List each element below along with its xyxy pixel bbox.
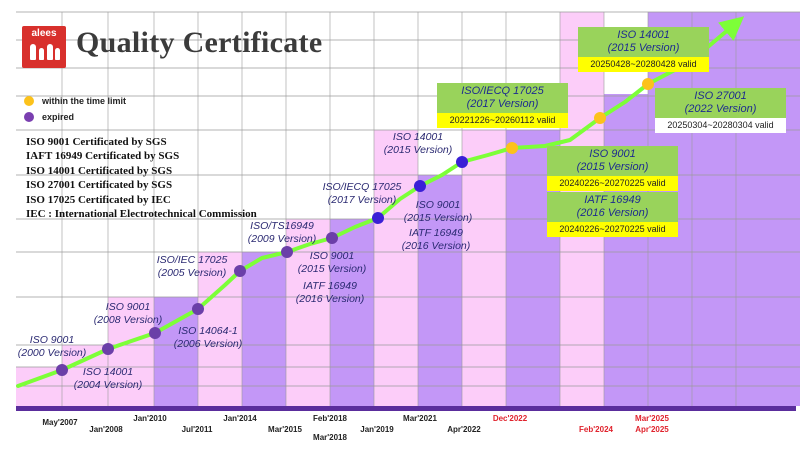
timeline-baseline <box>16 406 796 411</box>
background-band <box>330 219 374 406</box>
cert-line: ISO 27001 Certificated by SGS <box>26 179 173 192</box>
expired-milestone-dot <box>56 364 68 376</box>
cert-box-validity: 20240226~20270225 valid <box>547 222 678 237</box>
milestone-label: ISO/TS16949 (2009 Version) <box>247 220 317 245</box>
cert-box-validity: 20250428~20280428 valid <box>578 57 709 72</box>
timeline-date: Feb'2018 <box>313 414 347 423</box>
timeline-date: Jan'2014 <box>223 414 257 423</box>
timeline-date: Jan'2010 <box>133 414 167 423</box>
cert-box-iatf-16949: IATF 16949 (2016 Version) 20240226~20270… <box>547 192 678 237</box>
cert-box-validity: 20221226~20260112 valid <box>437 113 568 128</box>
cert-box-iso-9001: ISO 9001 (2015 Version) 20240226~2027022… <box>547 146 678 191</box>
milestone-label: ISO 14001 (2015 Version) <box>383 131 453 156</box>
cert-box-title: ISO 14001 (2015 Version) <box>578 27 709 57</box>
cert-line: IEC : International Electrotechnical Com… <box>26 208 257 221</box>
milestone-label: ISO/IEC 17025 (2005 Version) <box>156 254 228 279</box>
timeline-date: Jan'2019 <box>360 425 394 434</box>
cert-box-validity: 20250304~20280304 valid <box>655 118 786 133</box>
cert-box-title: ISO 9001 (2015 Version) <box>547 146 678 176</box>
valid-milestone-dot <box>506 142 518 154</box>
background-band <box>242 252 286 406</box>
cert-line: ISO 17025 Certificated by IEC <box>26 193 171 206</box>
timeline-date: Mar'2018 <box>313 433 347 442</box>
timeline-date: Jan'2008 <box>89 425 123 434</box>
legend-label: expired <box>42 112 75 122</box>
expired-milestone-dot <box>102 343 114 355</box>
milestone-label: ISO/IECQ 17025 (2017 Version) <box>322 181 402 206</box>
milestone-label: IATF 16949 (2016 Version) <box>401 227 471 252</box>
background-band <box>462 130 506 406</box>
expired-milestone-dot <box>281 246 293 258</box>
timeline-date: Feb'2024 <box>579 425 613 434</box>
milestone-label: ISO 9001 (2015 Version) <box>403 199 473 224</box>
background-band <box>286 219 330 406</box>
cert-box-iecq-17025: ISO/IECQ 17025 (2017 Version) 20221226~2… <box>437 83 568 128</box>
timeline-date: May'2007 <box>42 418 78 427</box>
cert-line: ISO 9001 Certificated by SGS <box>26 136 167 148</box>
purple-dot-icon <box>24 112 34 122</box>
background-band <box>374 130 418 406</box>
expired-milestone-dot <box>149 327 161 339</box>
company-logo: alees <box>22 26 66 68</box>
timeline-date: Mar'2015 <box>268 425 302 434</box>
milestone-label: ISO 9001 (2000 Version) <box>17 334 87 359</box>
yellow-dot-icon <box>24 96 34 106</box>
timeline-date: Dec'2022 <box>492 414 528 423</box>
growth-line <box>16 16 745 388</box>
milestone-label: ISO 9001 (2008 Version) <box>93 301 163 326</box>
timeline-date: Mar'2021 <box>403 414 437 423</box>
cert-box-validity: 20240226~20270225 valid <box>547 176 678 191</box>
timeline-date: Apr'2025 <box>635 425 669 434</box>
timeline-date: Mar'2025 <box>635 414 669 423</box>
expired-milestone-dot <box>372 212 384 224</box>
certification-list: ISO 9001 Certificated by SGS IAFT 16949 … <box>26 135 257 221</box>
cert-line: IAFT 16949 Certificated by SGS <box>26 150 180 163</box>
logo-text: alees <box>31 28 57 39</box>
expired-milestone-dot <box>192 303 204 315</box>
background-band <box>62 345 108 406</box>
legend-valid: within the time limit <box>24 96 126 106</box>
background-band <box>108 297 154 406</box>
page-title: Quality Certificate <box>76 26 323 59</box>
valid-milestone-dot <box>642 78 654 90</box>
legend-expired: expired <box>24 112 74 122</box>
expired-milestone-dot <box>414 180 426 192</box>
cert-box-title: IATF 16949 (2016 Version) <box>547 192 678 222</box>
cert-box-title: ISO 27001 (2022 Version) <box>655 88 786 118</box>
milestone-label: IATF 16949 (2016 Version) <box>295 280 365 305</box>
legend-label: within the time limit <box>42 96 127 106</box>
timeline-date: Jul'2011 <box>181 425 213 434</box>
milestone-label: ISO 14001 (2004 Version) <box>73 366 143 391</box>
cert-box-iso-27001: ISO 27001 (2022 Version) 20250304~202803… <box>655 88 786 133</box>
milestone-label: ISO 9001 (2015 Version) <box>297 250 367 275</box>
cert-box-iso-14001: ISO 14001 (2015 Version) 20250428~202804… <box>578 27 709 72</box>
background-band <box>604 94 648 406</box>
cert-box-title: ISO/IECQ 17025 (2017 Version) <box>437 83 568 113</box>
expired-milestone-dot <box>326 232 338 244</box>
cert-line: ISO 14001 Certificated by SGS <box>26 164 173 177</box>
background-band <box>418 175 462 406</box>
timeline-date: Apr'2022 <box>447 425 481 434</box>
valid-milestone-dot <box>594 112 606 124</box>
milestone-label: ISO 14064-1 (2006 Version) <box>173 325 243 350</box>
expired-milestone-dot <box>234 265 246 277</box>
expired-milestone-dot <box>456 156 468 168</box>
